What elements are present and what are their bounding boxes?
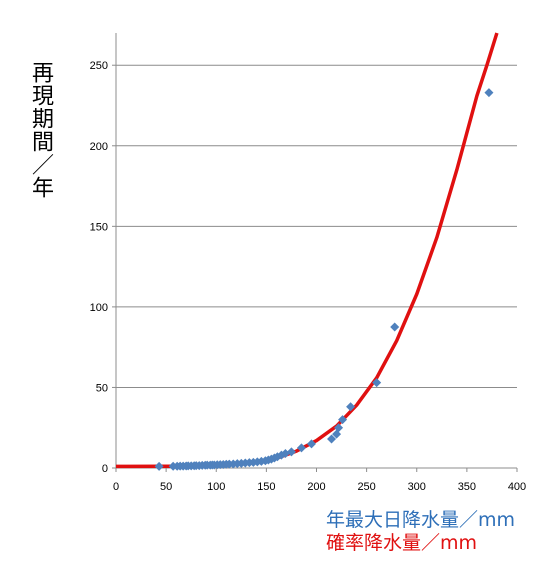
gridlines xyxy=(116,64,517,388)
data-point xyxy=(390,322,400,332)
x-tick-labels: 0 50 100 150 200 250 300 350 400 xyxy=(113,481,526,493)
x-tick-label: 300 xyxy=(408,481,426,493)
axes xyxy=(112,33,518,472)
y-tick-label: 0 xyxy=(102,463,108,475)
x-tick-label: 350 xyxy=(458,481,476,493)
data-point xyxy=(372,378,382,388)
data-point xyxy=(296,443,306,453)
probability-line xyxy=(115,32,499,469)
data-point xyxy=(484,88,494,98)
data-point xyxy=(338,415,348,425)
y-tick-label: 100 xyxy=(90,302,108,314)
data-point xyxy=(334,423,344,433)
data-point xyxy=(327,434,337,444)
y-axis-label: 再現期間／年 xyxy=(28,61,53,199)
x-tick-label: 250 xyxy=(357,481,375,493)
probability-curve xyxy=(115,32,499,469)
data-point xyxy=(306,439,316,449)
data-point xyxy=(154,461,164,471)
y-tick-labels: 0 50 100 150 200 250 xyxy=(90,60,108,475)
x-tick-label: 50 xyxy=(160,481,172,493)
x-tick-label: 0 xyxy=(113,481,119,493)
x-axis-label-probability: 確率降水量／mm xyxy=(326,532,478,554)
x-tick-label: 150 xyxy=(257,481,275,493)
x-tick-label: 100 xyxy=(207,481,225,493)
y-tick-label: 250 xyxy=(90,60,108,72)
observed-points xyxy=(154,88,494,471)
y-tick-label: 200 xyxy=(90,141,108,153)
data-point xyxy=(286,447,296,457)
x-tick-label: 200 xyxy=(307,481,325,493)
x-tick-label: 400 xyxy=(508,481,526,493)
y-tick-label: 50 xyxy=(96,382,108,394)
data-point xyxy=(346,402,356,412)
y-tick-label: 150 xyxy=(90,221,108,233)
x-axis-label-observed: 年最大日降水量／mm xyxy=(326,509,516,531)
